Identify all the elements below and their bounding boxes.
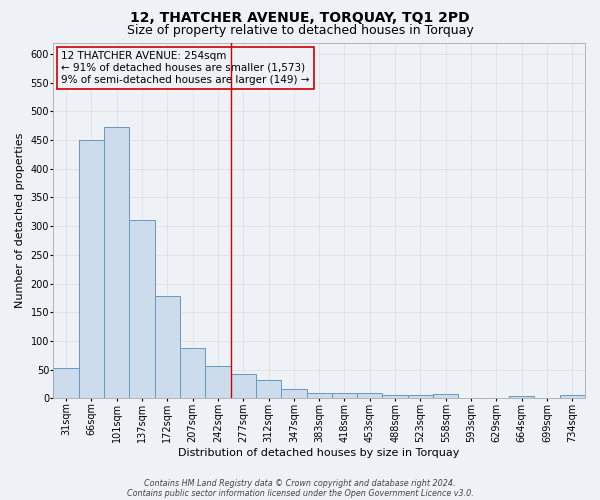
Y-axis label: Number of detached properties: Number of detached properties	[15, 132, 25, 308]
Bar	[230, 374, 256, 398]
Bar	[104, 128, 129, 398]
Text: 12, THATCHER AVENUE, TORQUAY, TQ1 2PD: 12, THATCHER AVENUE, TORQUAY, TQ1 2PD	[130, 12, 470, 26]
Bar	[53, 368, 79, 398]
Bar	[256, 380, 281, 398]
Text: Size of property relative to detached houses in Torquay: Size of property relative to detached ho…	[127, 24, 473, 37]
Bar	[509, 396, 535, 398]
Bar	[180, 348, 205, 399]
Bar	[79, 140, 104, 398]
Bar	[307, 392, 332, 398]
Bar	[155, 296, 180, 398]
Bar	[408, 395, 433, 398]
Bar	[357, 392, 382, 398]
Bar	[382, 395, 408, 398]
X-axis label: Distribution of detached houses by size in Torquay: Distribution of detached houses by size …	[178, 448, 460, 458]
Bar	[332, 392, 357, 398]
Bar	[281, 388, 307, 398]
Text: Contains HM Land Registry data © Crown copyright and database right 2024.
Contai: Contains HM Land Registry data © Crown c…	[127, 479, 473, 498]
Bar	[205, 366, 230, 398]
Bar	[560, 396, 585, 398]
Bar	[433, 394, 458, 398]
Bar	[129, 220, 155, 398]
Text: 12 THATCHER AVENUE: 254sqm
← 91% of detached houses are smaller (1,573)
9% of se: 12 THATCHER AVENUE: 254sqm ← 91% of deta…	[61, 52, 310, 84]
